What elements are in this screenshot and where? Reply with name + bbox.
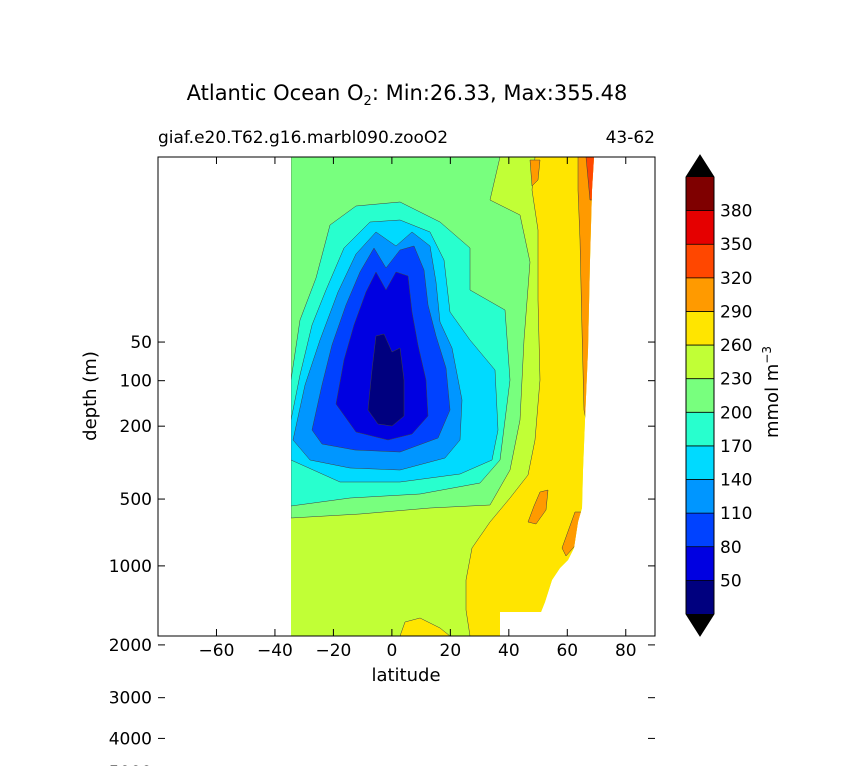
y-tick-label: 3000 (109, 689, 152, 709)
x-axis-ticks: −60 −40 −20 0 20 40 60 80 (199, 157, 637, 661)
contour-field (291, 157, 594, 636)
y-axis-label: depth (m) (80, 351, 101, 441)
colorbar-tick-label: 140 (720, 471, 752, 491)
x-tick-label: −20 (315, 641, 351, 661)
y-tick-label: 100 (120, 372, 152, 392)
contour-band-20 (367, 333, 405, 427)
y-tick-label: 200 (120, 417, 152, 437)
colorbar-segment (686, 244, 714, 279)
contour-band-290-patch (529, 159, 541, 187)
x-tick-label: 60 (556, 641, 578, 661)
colorbar-segment (686, 378, 714, 413)
y-axis-ticks: 5010020050010002000300040005000 (109, 333, 655, 766)
y-tick-label: 4000 (109, 729, 152, 749)
y-tick-label: 50 (130, 333, 152, 353)
colorbar-segment (686, 277, 714, 312)
x-tick-label: 80 (615, 641, 637, 661)
colorbar-tick-label: 200 (720, 403, 752, 423)
colorbar-segment (686, 210, 714, 245)
contour-band-290 (577, 157, 594, 441)
x-axis-label: latitude (371, 665, 440, 686)
contour-band-260-deep (330, 617, 451, 636)
colorbar-tick-label: 50 (720, 571, 742, 591)
x-tick-label: −40 (257, 641, 293, 661)
colorbar-segment (686, 445, 714, 480)
colorbar: 50 80 110 140 170 200 230 260 290 320 350 380 (685, 154, 752, 637)
chart-title: Atlantic Ocean O2: Min:26.33, Max:355.48 (187, 81, 628, 109)
x-tick-label: 20 (440, 641, 462, 661)
colorbar-tick-label: 260 (720, 336, 752, 356)
colorbar-tick-label: 170 (720, 437, 752, 457)
colorbar-tick-label: 110 (720, 504, 752, 524)
colorbar-segment (686, 311, 714, 346)
colorbar-tick-label: 320 (720, 269, 752, 289)
colorbar-tick-label: 290 (720, 302, 752, 322)
colorbar-extend-max (686, 155, 714, 177)
colorbar-segment (686, 177, 714, 211)
contour-band-290-patch3 (561, 511, 583, 557)
colorbar-segment (686, 546, 714, 581)
contour-band-260 (465, 157, 594, 636)
colorbar-segment (686, 479, 714, 514)
colorbar-segment (686, 513, 714, 548)
y-tick-label: 5000 (109, 763, 152, 766)
colorbar-outline (685, 154, 715, 637)
chart-subtitle-left: giaf.e20.T62.g16.marbl090.zooO2 (158, 128, 448, 148)
plot-area (158, 157, 655, 636)
colorbar-label: mmol m−3 (760, 346, 783, 438)
colorbar-tick-label: 230 (720, 370, 752, 390)
x-tick-label: 0 (386, 641, 397, 661)
y-tick-label: 500 (120, 490, 152, 510)
contour-band-290-patch2 (527, 489, 549, 525)
plot-frame (157, 156, 656, 637)
y-tick-label: 2000 (109, 636, 152, 656)
colorbar-extend-min (686, 614, 714, 636)
colorbar-segment (686, 580, 714, 615)
colorbar-tick-label: 350 (720, 235, 752, 255)
x-tick-label: 40 (498, 641, 520, 661)
colorbar-tick-label: 380 (720, 202, 752, 222)
colorbar-segment (686, 412, 714, 447)
x-tick-label: −60 (199, 641, 235, 661)
colorbar-segment (686, 345, 714, 379)
colorbar-tick-label: 80 (720, 538, 742, 558)
chart-subtitle-right: 43-62 (606, 128, 655, 148)
y-tick-label: 1000 (109, 557, 152, 577)
